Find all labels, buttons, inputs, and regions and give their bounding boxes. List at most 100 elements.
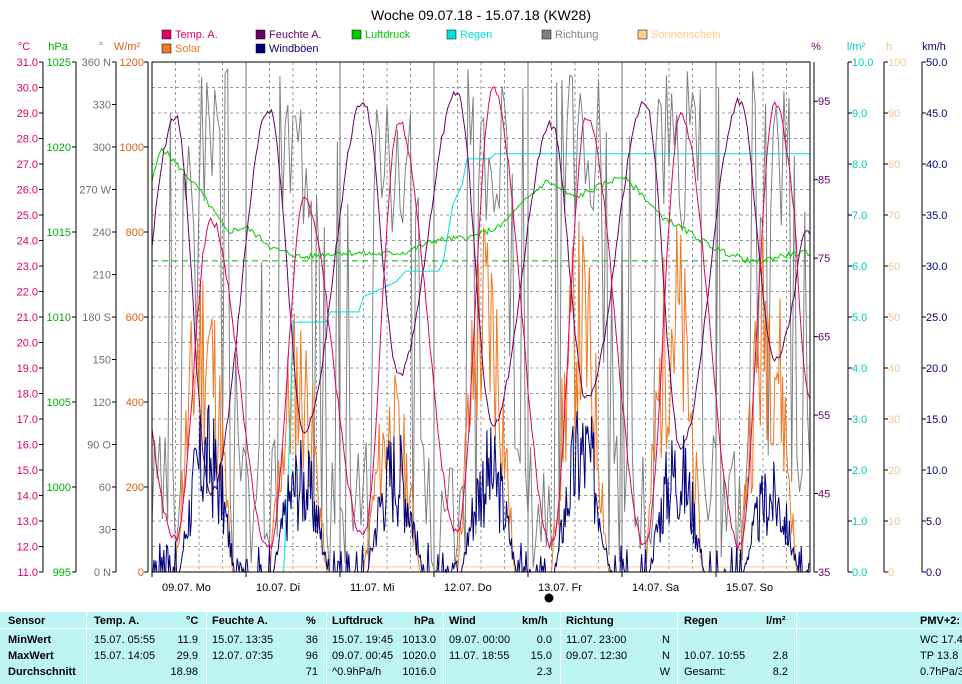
rain-tick-label: 0.0 <box>852 567 867 579</box>
header-pmv: PMV+2: <box>920 615 961 627</box>
header-sensor: Sensor <box>8 615 46 627</box>
legend-swatch <box>255 43 266 54</box>
legend-label: Sonnenschein <box>651 29 721 41</box>
direction-tick-label: 270 W <box>79 185 111 197</box>
pressure-tick-label: 1025 <box>47 57 71 69</box>
min-press-time: 15.07. 19:45 <box>332 634 394 646</box>
solar-tick-label: 800 <box>126 227 144 239</box>
sunshine-tick-label: 90 <box>888 108 900 120</box>
axes: 31.0 30.0 29.0 28.0 27.0 26.0 25.0 24.0 23.0 22.0… <box>17 57 948 579</box>
avg-rain-val: 8.2 <box>772 666 788 678</box>
avg-dir-val: W <box>659 666 670 678</box>
min-temp-val: 11.9 <box>177 634 198 646</box>
solar-tick-label: 400 <box>126 397 144 409</box>
max-temp-time: 15.07. 14:05 <box>94 650 156 662</box>
pressure-tick-label: 1000 <box>47 482 71 494</box>
sunshine-tick-label: 20 <box>888 465 900 477</box>
legend-swatch <box>255 29 266 40</box>
direction-tick-label: 240 <box>93 227 111 239</box>
sunshine-axis-title: h <box>886 41 892 53</box>
avg-temp-val: 18.98 <box>170 666 198 678</box>
humidity-axis-title: % <box>811 41 821 53</box>
max-temp-val: 29.9 <box>176 650 198 662</box>
header-press-unit: hPa <box>414 615 435 627</box>
wind-tick-label: 15.0 <box>926 414 947 426</box>
legend-swatch <box>541 29 552 40</box>
series-layer <box>151 67 811 574</box>
min-hum-time: 15.07. 13:35 <box>212 634 274 646</box>
avg-rain-label: Gesamt: <box>684 666 726 678</box>
rain-tick-label: 6.0 <box>852 261 867 273</box>
temp-tick-label: 13.0 <box>17 516 38 528</box>
wind-tick-label: 5.0 <box>926 516 941 528</box>
temp-tick-label: 29.0 <box>17 108 38 120</box>
rain-tick-label: 5.0 <box>852 312 867 324</box>
max-pmv: TP 13.8 <box>920 650 959 662</box>
temp-tick-label: 19.0 <box>17 363 38 375</box>
temp-tick-label: 23.0 <box>17 261 38 273</box>
rain-tick-label: 3.0 <box>852 414 867 426</box>
solar-tick-label: 0 <box>138 567 144 579</box>
max-wind-time: 11.07. 18:55 <box>449 650 510 662</box>
temp-tick-label: 16.0 <box>17 440 38 452</box>
rain-tick-label: 8.0 <box>852 159 867 171</box>
temp-tick-label: 17.0 <box>17 414 38 426</box>
row-max-label: MaxWert <box>8 650 54 662</box>
wind-axis-title: km/h <box>922 41 946 53</box>
wind-tick-label: 30.0 <box>926 261 947 273</box>
max-hum-time: 12.07. 07:35 <box>212 650 274 662</box>
solar-tick-label: 600 <box>126 312 144 324</box>
legend-label: Richtung <box>555 29 598 41</box>
min-press-val: 1013.0 <box>402 634 436 646</box>
max-rain-time: 10.07. 10:55 <box>684 650 746 662</box>
temp-tick-label: 11.0 <box>17 567 38 579</box>
max-rain-val: 2.8 <box>772 650 788 662</box>
min-temp-time: 15.07. 05:55 <box>94 634 156 646</box>
temp-tick-label: 24.0 <box>17 236 38 248</box>
rain-tick-label: 2.0 <box>852 465 867 477</box>
max-press-val: 1020.0 <box>402 650 436 662</box>
pressure-tick-label: 1015 <box>47 227 71 239</box>
legend-swatch <box>161 29 172 40</box>
pressure-tick-label: 1010 <box>47 312 71 324</box>
temp-tick-label: 27.0 <box>17 159 38 171</box>
avg-wind-val: 2.3 <box>536 666 552 678</box>
humidity-tick-label: 75 <box>818 253 830 265</box>
temp-tick-label: 20.0 <box>17 338 38 350</box>
solar-tick-label: 200 <box>126 482 144 494</box>
wind-tick-label: 45.0 <box>926 108 947 120</box>
sunshine-tick-label: 50 <box>888 312 900 324</box>
x-tick-label: 14.07. Sa <box>632 582 680 594</box>
direction-tick-label: 210 <box>93 270 111 282</box>
sunshine-tick-label: 80 <box>888 159 900 171</box>
header-dir: Richtung <box>566 615 614 627</box>
temp-tick-label: 21.0 <box>17 312 38 324</box>
grid <box>152 62 810 572</box>
min-wind-time: 09.07. 00:00 <box>449 634 511 646</box>
day-marker-icon <box>544 593 554 603</box>
rain-tick-label: 10.0 <box>852 57 873 69</box>
weather-chart: Woche 09.07.18 - 15.07.18 (KW28) Temp. A… <box>17 7 948 603</box>
header-temp-unit: °C <box>186 615 199 627</box>
temp-axis-title: °C <box>18 41 30 53</box>
direction-tick-label: 150 <box>93 355 111 367</box>
temp-tick-label: 22.0 <box>17 287 38 299</box>
direction-tick-label: 120 <box>93 397 111 409</box>
axis-titles: °C hPa ° W/m²% l/m² h km/h <box>18 41 946 53</box>
wind-tick-label: 10.0 <box>926 465 947 477</box>
legend-label: Luftdruck <box>365 29 411 41</box>
solar-tick-label: 1200 <box>120 57 144 69</box>
humidity-tick-label: 95 <box>818 96 830 108</box>
row-min-label: MinWert <box>8 634 52 646</box>
temp-tick-label: 15.0 <box>17 465 38 477</box>
direction-tick-label: 30 <box>99 525 111 537</box>
temp-tick-label: 25.0 <box>17 210 38 222</box>
temp-tick-label: 28.0 <box>17 134 38 146</box>
min-wind-val: 0.0 <box>536 634 552 646</box>
legend-swatch <box>446 29 457 40</box>
min-dir-val: N <box>662 634 670 646</box>
stats-panel: Sensor Temp. A. °C Feuchte A. % Luftdruc… <box>0 612 962 684</box>
x-tick-label: 15.07. So <box>726 582 773 594</box>
chart-title: Woche 09.07.18 - 15.07.18 (KW28) <box>371 7 591 23</box>
legend-swatch <box>351 29 362 40</box>
